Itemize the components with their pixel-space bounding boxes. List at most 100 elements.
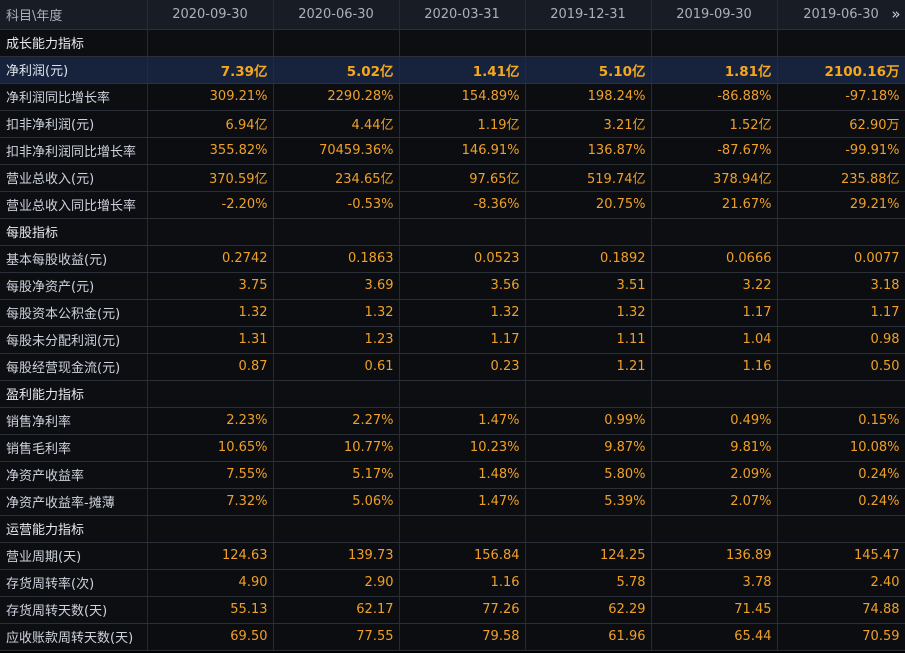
metric-value: 7.55%	[147, 461, 274, 489]
section-empty-cell	[273, 380, 400, 408]
metric-value: 309.21%	[147, 83, 274, 111]
corner-label: 科目\年度	[0, 0, 148, 30]
table-row: 净资产收益率-摊薄 7.32% 5.06% 1.47% 5.39% 2.07% 0.24%	[0, 488, 905, 516]
table-row: 销售毛利率 10.65% 10.77% 10.23% 9.87% 9.81% 10.08%	[0, 434, 905, 462]
section-empty-cell	[399, 29, 526, 57]
metric-value: 0.0523	[399, 245, 526, 273]
metric-value: 154.89%	[399, 83, 526, 111]
metric-value: 0.98	[777, 326, 905, 354]
metric-value: 21.67%	[651, 191, 778, 219]
metric-value: 2100.16万	[777, 56, 905, 84]
metric-value: 0.24%	[777, 461, 905, 489]
metric-value: -86.88%	[651, 83, 778, 111]
metric-value: 1.81亿	[651, 56, 778, 84]
metric-value: 97.65亿	[399, 164, 526, 192]
metric-value: 4.90	[147, 569, 274, 597]
metric-value: 124.25	[525, 542, 652, 570]
table-row: 净利润同比增长率 309.21% 2290.28% 154.89% 198.24% -86…	[0, 83, 905, 111]
section-row: 成长能力指标	[0, 29, 905, 57]
table-row: 存货周转率(次) 4.90 2.90 1.16 5.78 3.78 2.40	[0, 569, 905, 597]
metric-value: 0.87	[147, 353, 274, 381]
metric-value: 5.06%	[273, 488, 400, 516]
metric-value: 0.2742	[147, 245, 274, 273]
next-periods-icon[interactable]: »	[891, 5, 901, 23]
metric-value: 2.40	[777, 569, 905, 597]
section-empty-cell	[525, 380, 652, 408]
metric-value: 3.69	[273, 272, 400, 300]
table-row: 营业总收入(元) 370.59亿 234.65亿 97.65亿 519.74亿 378.9…	[0, 164, 905, 192]
header-row: 科目\年度 2020-09-30 2020-06-30 2020-03-31 2…	[0, 0, 905, 30]
period-header[interactable]: 2020-03-31	[399, 0, 526, 30]
metric-label: 营业总收入同比增长率	[0, 191, 148, 219]
metric-value: 10.65%	[147, 434, 274, 462]
section-empty-cell	[147, 515, 274, 543]
section-empty-cell	[273, 218, 400, 246]
metric-value: 0.99%	[525, 407, 652, 435]
metric-value: 4.44亿	[273, 110, 400, 138]
section-title: 盈利能力指标	[0, 380, 148, 408]
metric-value: 1.16	[651, 353, 778, 381]
metric-value: 156.84	[399, 542, 526, 570]
section-empty-cell	[147, 218, 274, 246]
period-header[interactable]: 2020-06-30	[273, 0, 400, 30]
metric-label: 每股经营现金流(元)	[0, 353, 148, 381]
metric-label: 每股资本公积金(元)	[0, 299, 148, 327]
table-row: 净资产收益率 7.55% 5.17% 1.48% 5.80% 2.09% 0.24%	[0, 461, 905, 489]
period-header[interactable]: 2019-09-30	[651, 0, 778, 30]
metric-value: 6.94亿	[147, 110, 274, 138]
metric-value: 1.21	[525, 353, 652, 381]
metric-label: 存货周转天数(天)	[0, 596, 148, 624]
metric-value: 3.56	[399, 272, 526, 300]
section-empty-cell	[273, 515, 400, 543]
metric-value: 55.13	[147, 596, 274, 624]
metric-value: 2290.28%	[273, 83, 400, 111]
metric-value: 136.89	[651, 542, 778, 570]
table-row: 净利润(元) 7.39亿 5.02亿 1.41亿 5.10亿 1.81亿 2100.16万	[0, 56, 905, 84]
section-title: 运营能力指标	[0, 515, 148, 543]
table-row: 基本每股收益(元) 0.2742 0.1863 0.0523 0.1892 0.0666 0…	[0, 245, 905, 273]
period-header[interactable]: 2020-09-30	[147, 0, 274, 30]
section-row: 盈利能力指标	[0, 380, 905, 408]
metric-value: 1.31	[147, 326, 274, 354]
metric-label: 营业周期(天)	[0, 542, 148, 570]
metric-value: 5.10亿	[525, 56, 652, 84]
metric-label: 扣非净利润(元)	[0, 110, 148, 138]
metric-label: 基本每股收益(元)	[0, 245, 148, 273]
section-empty-cell	[651, 515, 778, 543]
metric-value: 2.07%	[651, 488, 778, 516]
table-row: 营业总收入同比增长率 -2.20% -0.53% -8.36% 20.75% 21.67%…	[0, 191, 905, 219]
metric-value: -97.18%	[777, 83, 905, 111]
metric-label: 净利润同比增长率	[0, 83, 148, 111]
section-empty-cell	[651, 380, 778, 408]
metric-value: 1.17	[399, 326, 526, 354]
metric-value: 1.52亿	[651, 110, 778, 138]
metric-value: 70459.36%	[273, 137, 400, 165]
metric-value: 5.78	[525, 569, 652, 597]
metric-value: 519.74亿	[525, 164, 652, 192]
section-title: 成长能力指标	[0, 29, 148, 57]
metric-value: 0.15%	[777, 407, 905, 435]
metric-value: 5.02亿	[273, 56, 400, 84]
period-header-last[interactable]: 2019-06-30 »	[777, 0, 905, 30]
metric-value: 7.39亿	[147, 56, 274, 84]
metric-value: -87.67%	[651, 137, 778, 165]
section-empty-cell	[147, 29, 274, 57]
metric-label: 净资产收益率-摊薄	[0, 488, 148, 516]
section-empty-cell	[651, 29, 778, 57]
metric-label: 应收账款周转天数(天)	[0, 623, 148, 651]
table-row: 应收账款周转天数(天) 69.50 77.55 79.58 61.96 65.44 70.5…	[0, 623, 905, 651]
metric-value: 124.63	[147, 542, 274, 570]
metric-value: 1.16	[399, 569, 526, 597]
metric-value: 9.87%	[525, 434, 652, 462]
metric-value: 3.75	[147, 272, 274, 300]
metric-value: 3.22	[651, 272, 778, 300]
metric-value: 355.82%	[147, 137, 274, 165]
metric-value: 0.23	[399, 353, 526, 381]
section-empty-cell	[525, 218, 652, 246]
metric-value: 5.17%	[273, 461, 400, 489]
section-empty-cell	[777, 218, 905, 246]
period-header[interactable]: 2019-12-31	[525, 0, 652, 30]
metric-value: 146.91%	[399, 137, 526, 165]
section-empty-cell	[525, 515, 652, 543]
metric-value: 74.88	[777, 596, 905, 624]
